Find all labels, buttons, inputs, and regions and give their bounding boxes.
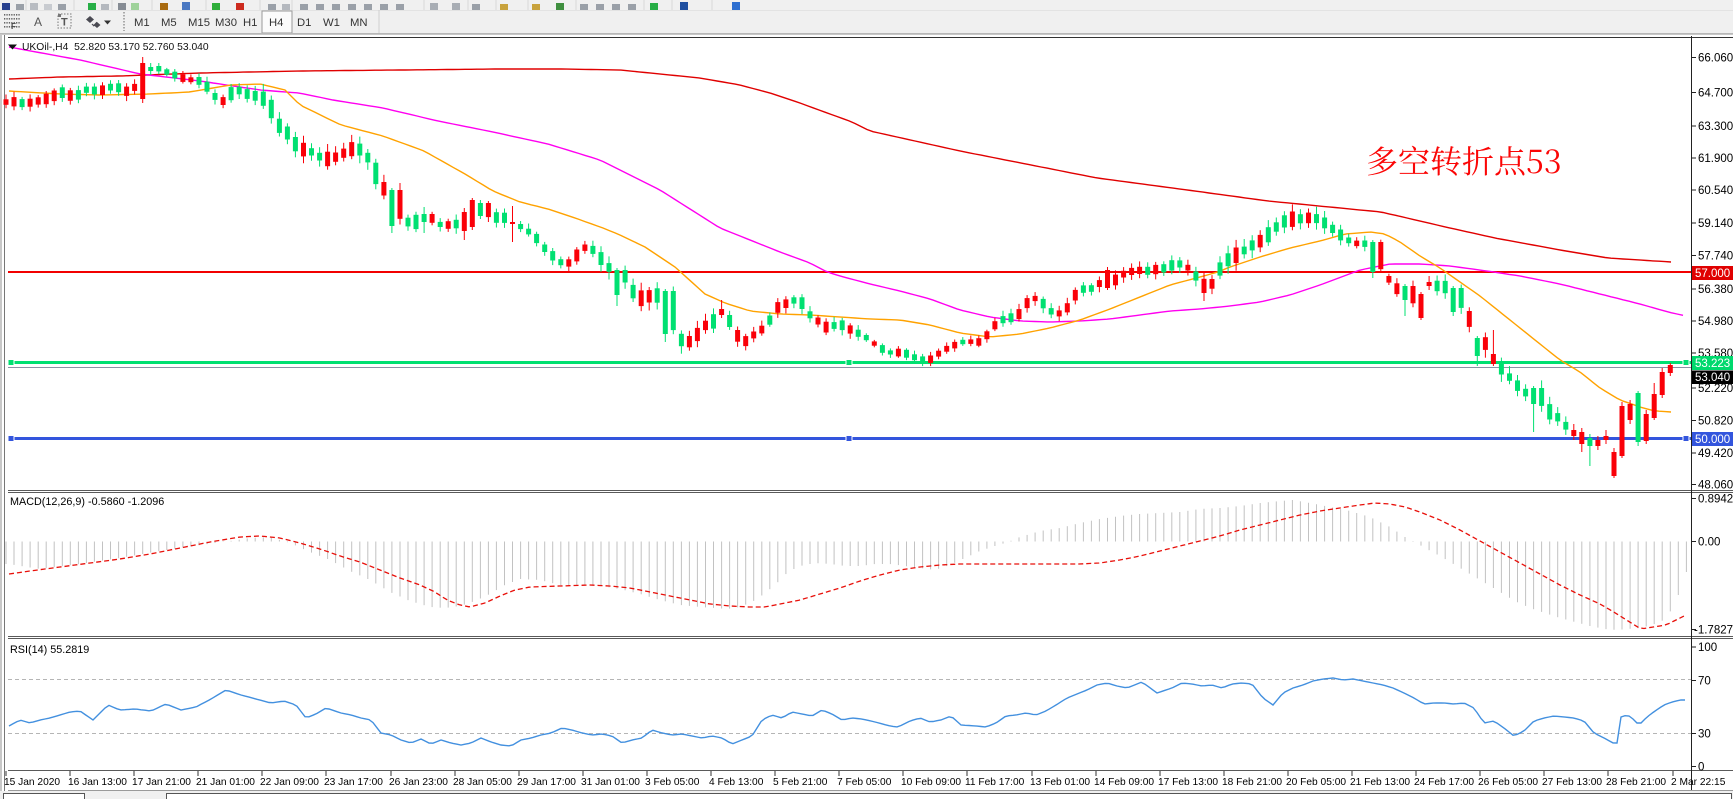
svg-text:48.060: 48.060 [1698,480,1733,492]
svg-text:57.000: 57.000 [1695,268,1730,280]
svg-text:60.540: 60.540 [1698,185,1733,197]
svg-text:21 Jan 01:00: 21 Jan 01:00 [196,777,255,788]
svg-text:MN: MN [350,17,368,29]
svg-text:70: 70 [1698,676,1711,688]
svg-text:28 Feb 21:00: 28 Feb 21:00 [1606,777,1666,788]
svg-text:14 Feb 09:00: 14 Feb 09:00 [1094,777,1154,788]
svg-text:UKOil-,H4 52.820 53.170 52.76: UKOil-,H4 52.820 53.170 52.760 53.040 [22,42,209,53]
svg-text:T: T [61,17,68,29]
svg-text:H4: H4 [269,17,283,29]
svg-text:RSI(14) 55.2819: RSI(14) 55.2819 [10,644,89,656]
svg-text:100: 100 [1698,642,1717,654]
svg-text:16 Jan 13:00: 16 Jan 13:00 [68,777,127,788]
svg-text:26 Jan 23:00: 26 Jan 23:00 [389,777,448,788]
svg-text:7 Feb 05:00: 7 Feb 05:00 [837,777,892,788]
svg-text:3 Feb 05:00: 3 Feb 05:00 [645,777,700,788]
svg-text:63.300: 63.300 [1698,121,1733,133]
svg-text:52.220: 52.220 [1698,383,1733,395]
svg-text:10 Feb 09:00: 10 Feb 09:00 [901,777,961,788]
svg-text:64.700: 64.700 [1698,88,1733,100]
svg-text:50.820: 50.820 [1698,416,1733,428]
svg-text:F: F [11,22,16,31]
svg-text:5 Feb 21:00: 5 Feb 21:00 [773,777,828,788]
svg-text:56.380: 56.380 [1698,284,1733,296]
svg-text:MACD(12,26,9) -0.5860 -1.2096: MACD(12,26,9) -0.5860 -1.2096 [10,496,164,508]
svg-text:24 Feb 17:00: 24 Feb 17:00 [1414,777,1474,788]
svg-text:0.00: 0.00 [1698,537,1720,549]
svg-text:13 Feb 01:00: 13 Feb 01:00 [1030,777,1090,788]
svg-text:18 Feb 21:00: 18 Feb 21:00 [1222,777,1282,788]
svg-text:11 Feb 17:00: 11 Feb 17:00 [965,777,1025,788]
svg-text:17 Jan 21:00: 17 Jan 21:00 [132,777,191,788]
svg-text:30: 30 [1698,729,1711,741]
svg-text:59.140: 59.140 [1698,218,1733,230]
svg-text:57.740: 57.740 [1698,251,1733,263]
svg-text:D1: D1 [297,17,311,29]
svg-text:M1: M1 [134,17,150,29]
svg-text:H1: H1 [243,17,257,29]
svg-text:49.420: 49.420 [1698,448,1733,460]
svg-text:17 Feb 13:00: 17 Feb 13:00 [1158,777,1218,788]
svg-text:66.060: 66.060 [1698,53,1733,65]
svg-text:53.223: 53.223 [1695,358,1730,370]
svg-text:M5: M5 [161,17,177,29]
svg-text:54.980: 54.980 [1698,316,1733,328]
svg-text:A: A [34,15,42,29]
svg-text:26 Feb 05:00: 26 Feb 05:00 [1478,777,1538,788]
svg-text:4 Feb 13:00: 4 Feb 13:00 [709,777,764,788]
svg-text:0: 0 [1698,762,1704,774]
svg-text:50.000: 50.000 [1695,434,1730,446]
svg-text:0.8942: 0.8942 [1698,494,1733,506]
svg-text:31 Jan 01:00: 31 Jan 01:00 [581,777,640,788]
svg-text:M15: M15 [188,17,210,29]
svg-text:22 Jan 09:00: 22 Jan 09:00 [260,777,319,788]
svg-text:53.040: 53.040 [1695,372,1730,384]
svg-text:28 Jan 05:00: 28 Jan 05:00 [453,777,512,788]
svg-text:M30: M30 [215,17,237,29]
svg-text:-1.7827: -1.7827 [1694,625,1733,637]
svg-text:20 Feb 05:00: 20 Feb 05:00 [1286,777,1346,788]
svg-text:29 Jan 17:00: 29 Jan 17:00 [517,777,576,788]
svg-text:21 Feb 13:00: 21 Feb 13:00 [1350,777,1410,788]
svg-text:W1: W1 [323,17,340,29]
svg-text:27 Feb 13:00: 27 Feb 13:00 [1542,777,1602,788]
svg-text:2 Mar 22:15: 2 Mar 22:15 [1671,777,1726,788]
svg-text:61.900: 61.900 [1698,153,1733,165]
svg-text:23 Jan 17:00: 23 Jan 17:00 [324,777,383,788]
svg-text:15 Jan 2020: 15 Jan 2020 [4,777,60,788]
